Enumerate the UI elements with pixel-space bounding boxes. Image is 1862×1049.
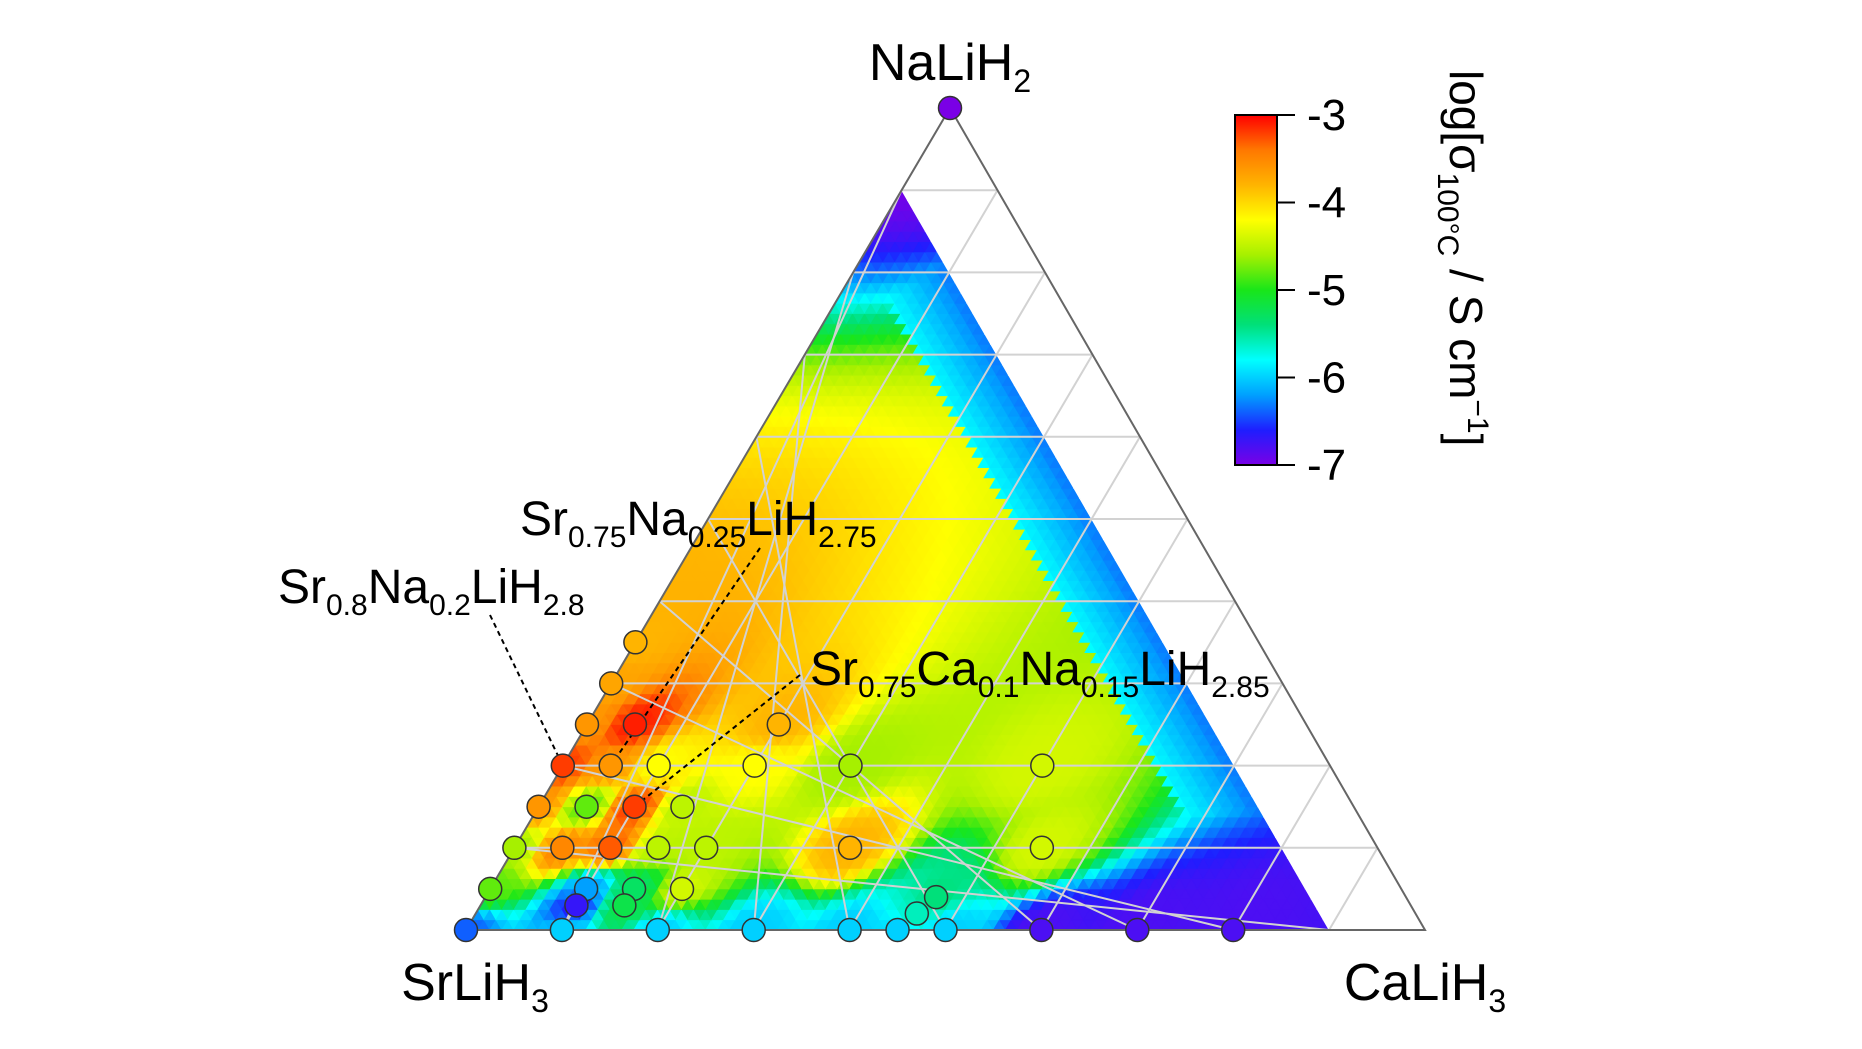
ternary-chart: NaLiH2 SrLiH3 CaLiH3 Sr0.75Na0.25LiH2.75… xyxy=(278,34,1506,1019)
